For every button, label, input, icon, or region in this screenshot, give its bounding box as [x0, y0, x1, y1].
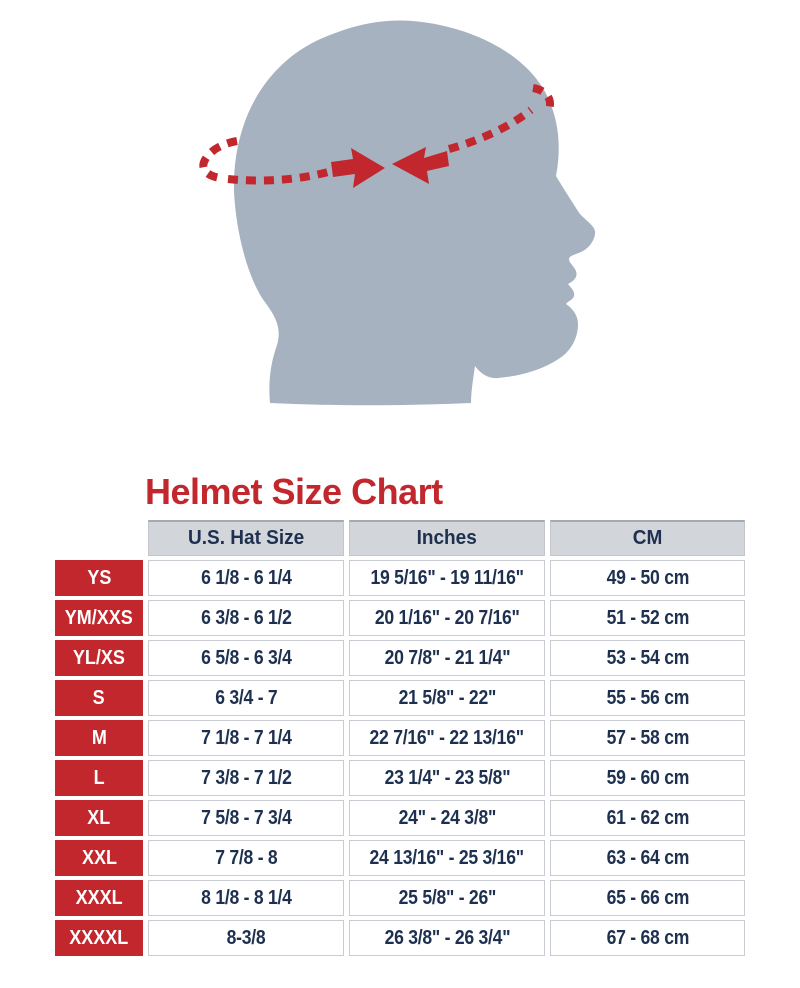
inches-value: 24 13/16" - 25 3/16"	[369, 846, 525, 869]
cm-cell: 57 - 58 cm	[550, 720, 745, 756]
hat-size-cell: 7 5/8 - 7 3/4	[148, 800, 344, 836]
cm-cell: 53 - 54 cm	[550, 640, 745, 676]
inches-cell: 19 5/16" - 19 11/16"	[349, 560, 545, 596]
inches-cell: 25 5/8" - 26"	[349, 880, 545, 916]
size-label: YS	[86, 566, 112, 589]
hat-size-cell: 7 3/8 - 7 1/2	[148, 760, 344, 796]
inches-value: 26 3/8" - 26 3/4"	[384, 926, 510, 949]
column-header-inches: Inches	[349, 520, 545, 556]
inches-value: 22 7/16" - 22 13/16"	[369, 726, 525, 749]
inches-cell: 23 1/4" - 23 5/8"	[349, 760, 545, 796]
inches-cell: 26 3/8" - 26 3/4"	[349, 920, 545, 956]
cm-value: 53 - 54 cm	[606, 646, 689, 669]
cm-cell: 61 - 62 cm	[550, 800, 745, 836]
column-header-label: U.S. Hat Size	[187, 527, 305, 549]
cm-value: 51 - 52 cm	[606, 606, 689, 629]
size-label-cell: XXL	[55, 840, 143, 876]
column-header-cm: CM	[550, 520, 745, 556]
size-label: M	[91, 726, 107, 749]
hat-size-value: 6 1/8 - 6 1/4	[200, 566, 292, 589]
size-label-cell: L	[55, 760, 143, 796]
cm-value: 55 - 56 cm	[606, 686, 689, 709]
size-label: L	[93, 766, 105, 789]
size-label: XXL	[81, 846, 117, 869]
cm-cell: 51 - 52 cm	[550, 600, 745, 636]
inches-value: 25 5/8" - 26"	[398, 886, 496, 909]
hat-size-value: 7 1/8 - 7 1/4	[200, 726, 292, 749]
size-label-cell: M	[55, 720, 143, 756]
size-label: YM/XXS	[64, 606, 134, 629]
hat-size-value: 7 7/8 - 8	[214, 846, 278, 869]
hat-size-value: 8 1/8 - 8 1/4	[200, 886, 292, 909]
hat-size-cell: 7 7/8 - 8	[148, 840, 344, 876]
hat-size-value: 7 5/8 - 7 3/4	[200, 806, 292, 829]
inches-value: 23 1/4" - 23 5/8"	[384, 766, 510, 789]
tape-left-loop	[199, 137, 238, 182]
inches-value: 24" - 24 3/8"	[398, 806, 496, 829]
column-header-us-hat-size: U.S. Hat Size	[148, 520, 344, 556]
size-label-cell: YL/XS	[55, 640, 143, 676]
size-table: U.S. Hat Size Inches CM YS 6 1/8 - 6 1/4…	[55, 520, 745, 956]
size-label-cell: XXXXL	[55, 920, 143, 956]
cm-cell: 59 - 60 cm	[550, 760, 745, 796]
inches-cell: 20 7/8" - 21 1/4"	[349, 640, 545, 676]
inches-cell: 24 13/16" - 25 3/16"	[349, 840, 545, 876]
hat-size-cell: 6 5/8 - 6 3/4	[148, 640, 344, 676]
inches-cell: 22 7/16" - 22 13/16"	[349, 720, 545, 756]
hat-size-cell: 6 3/4 - 7	[148, 680, 344, 716]
table-corner-spacer	[55, 520, 143, 556]
column-header-label: Inches	[416, 527, 478, 549]
size-label-cell: XL	[55, 800, 143, 836]
inches-cell: 20 1/16" - 20 7/16"	[349, 600, 545, 636]
cm-value: 59 - 60 cm	[606, 766, 689, 789]
head-silhouette	[233, 20, 596, 406]
cm-cell: 63 - 64 cm	[550, 840, 745, 876]
cm-value: 49 - 50 cm	[606, 566, 689, 589]
hat-size-value: 6 3/4 - 7	[214, 686, 278, 709]
hat-size-cell: 7 1/8 - 7 1/4	[148, 720, 344, 756]
hat-size-value: 7 3/8 - 7 1/2	[200, 766, 292, 789]
size-label-cell: YM/XXS	[55, 600, 143, 636]
hat-size-value: 8-3/8	[226, 926, 266, 949]
cm-value: 67 - 68 cm	[606, 926, 689, 949]
cm-cell: 65 - 66 cm	[550, 880, 745, 916]
size-label: XL	[87, 806, 111, 829]
size-label: YL/XS	[72, 646, 126, 669]
inches-cell: 24" - 24 3/8"	[349, 800, 545, 836]
hat-size-cell: 8-3/8	[148, 920, 344, 956]
cm-value: 65 - 66 cm	[606, 886, 689, 909]
hat-size-value: 6 5/8 - 6 3/4	[200, 646, 292, 669]
page-title: Helmet Size Chart	[145, 471, 443, 512]
cm-value: 57 - 58 cm	[606, 726, 689, 749]
size-label: XXXL	[75, 886, 123, 909]
size-label: S	[92, 686, 106, 709]
size-label-cell: XXXL	[55, 880, 143, 916]
inches-cell: 21 5/8" - 22"	[349, 680, 545, 716]
inches-value: 21 5/8" - 22"	[398, 686, 496, 709]
column-header-label: CM	[632, 527, 663, 549]
measuring-tape-icon	[199, 84, 554, 185]
hat-size-cell: 6 1/8 - 6 1/4	[148, 560, 344, 596]
size-label-cell: S	[55, 680, 143, 716]
hat-size-cell: 8 1/8 - 8 1/4	[148, 880, 344, 916]
inches-value: 20 1/16" - 20 7/16"	[374, 606, 520, 629]
cm-value: 61 - 62 cm	[606, 806, 689, 829]
tape-arrow-left-icon	[392, 147, 449, 184]
tape-arrow-right-icon	[331, 148, 385, 188]
inches-value: 20 7/8" - 21 1/4"	[384, 646, 510, 669]
tape-right-hook	[532, 84, 554, 112]
hat-size-value: 6 3/8 - 6 1/2	[200, 606, 292, 629]
cm-value: 63 - 64 cm	[606, 846, 689, 869]
hat-size-cell: 6 3/8 - 6 1/2	[148, 600, 344, 636]
cm-cell: 49 - 50 cm	[550, 560, 745, 596]
cm-cell: 67 - 68 cm	[550, 920, 745, 956]
tape-right-dashes	[447, 106, 534, 153]
inches-value: 19 5/16" - 19 11/16"	[370, 566, 524, 589]
cm-cell: 55 - 56 cm	[550, 680, 745, 716]
size-label: XXXXL	[69, 926, 129, 949]
size-label-cell: YS	[55, 560, 143, 596]
head-measurement-illustration	[199, 20, 596, 406]
